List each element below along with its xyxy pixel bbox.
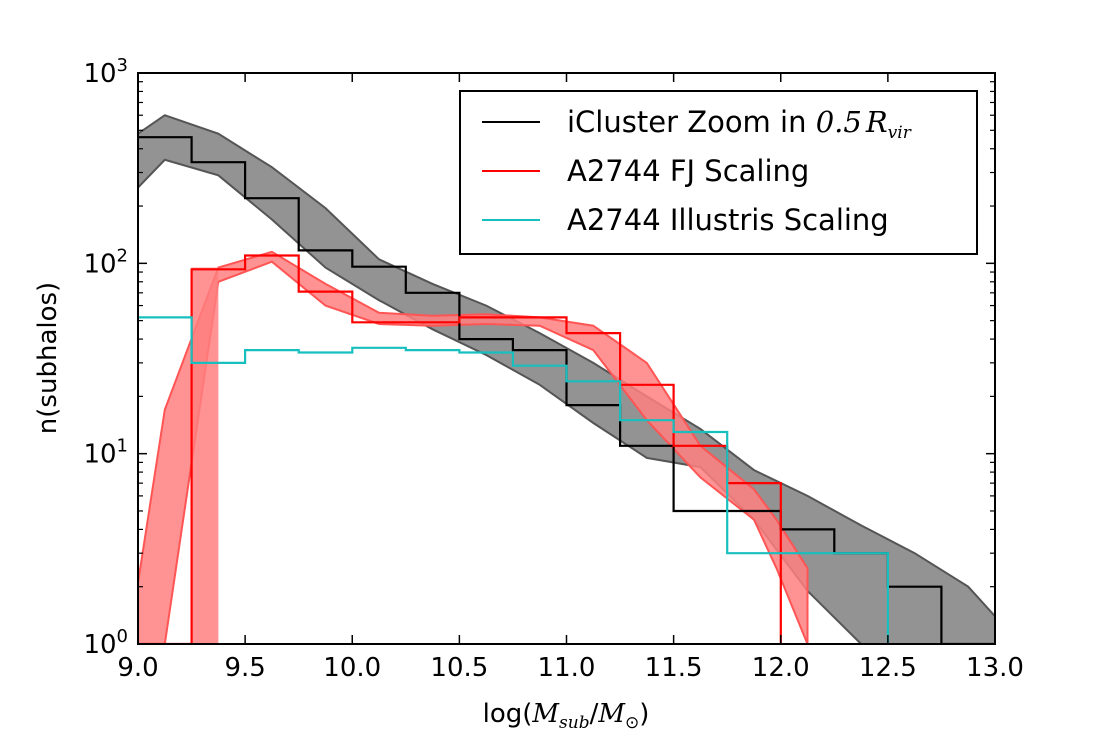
legend-math-r: R — [865, 105, 888, 139]
legend: iCluster Zoom in 0.5 Rvir A2744 FJ Scalin… — [459, 90, 978, 255]
x-tick-label: 11.5 — [645, 653, 703, 683]
y-tick-label: 100 — [83, 626, 128, 660]
plot-frame — [137, 72, 996, 645]
xlabel-slash: / — [590, 699, 599, 729]
legend-label-icluster: iCluster Zoom in 0.5 Rvir — [567, 105, 912, 143]
x-axis-label: log(Msub/M⊙) — [483, 699, 650, 733]
legend-math-half: 0.5 — [816, 105, 862, 139]
ticks-layer: 9.0 9.5 10.0 10.5 11.0 11.5 12.0 12.5 13.0 100 101… — [83, 55, 1023, 683]
y-tick-label: 102 — [83, 245, 128, 279]
plot-area — [138, 114, 995, 644]
y-tick-label: 103 — [83, 55, 128, 89]
x-tick-label: 10.0 — [323, 653, 381, 683]
x-tick-label: 9.0 — [117, 653, 158, 683]
x-tick-label: 11.0 — [538, 653, 596, 683]
legend-box — [459, 90, 978, 255]
x-tick-label: 12.0 — [752, 653, 810, 683]
xlabel-m2: M — [597, 699, 626, 729]
legend-label-fj: A2744 FJ Scaling — [567, 154, 809, 188]
xlabel-prefix: log( — [483, 699, 533, 729]
series-fj — [138, 254, 782, 644]
xlabel-suffix: ) — [639, 699, 649, 729]
x-tick-label: 12.5 — [859, 653, 917, 683]
xlabel-m1-sub: sub — [559, 713, 590, 733]
x-tick-label: 10.5 — [430, 653, 488, 683]
series-illustris — [138, 316, 889, 644]
x-tick-label: 9.5 — [224, 653, 265, 683]
xlabel-m1: M — [531, 699, 560, 729]
xlabel-m2-sub: ⊙ — [625, 713, 639, 733]
legend-label-icluster-text: iCluster Zoom in — [567, 105, 816, 139]
legend-math-vir: vir — [888, 123, 912, 143]
y-tick-label: 101 — [83, 436, 128, 470]
y-axis-label: n(subhalos) — [33, 282, 63, 434]
legend-label-illustris: A2744 Illustris Scaling — [567, 203, 889, 237]
x-tick-label: 13.0 — [966, 653, 1024, 683]
fj-band-spike — [191, 267, 219, 644]
